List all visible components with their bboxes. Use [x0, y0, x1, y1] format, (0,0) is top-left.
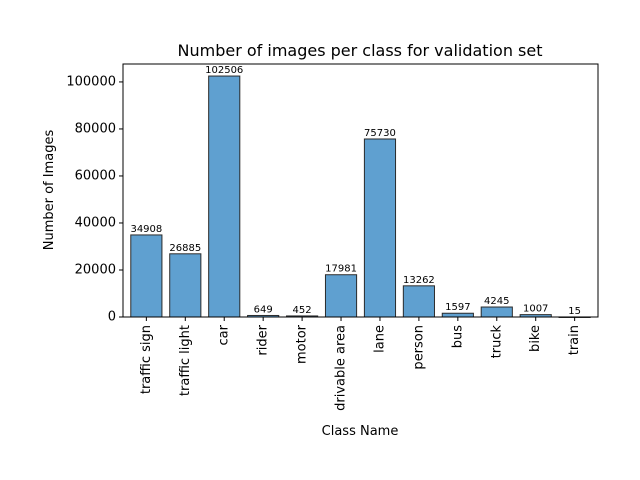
x-tick-label-drivable-area: drivable area: [334, 325, 349, 411]
y-tick-label: 60000: [75, 168, 116, 183]
y-axis-label: Number of Images: [42, 130, 57, 251]
data-label-car: 102506: [205, 65, 243, 76]
y-tick-label: 0: [108, 310, 116, 325]
x-tick-label-train: train: [567, 325, 582, 355]
bar-traffic-sign: [130, 234, 163, 318]
data-label-lane: 75730: [364, 128, 396, 139]
plot-frame: [122, 63, 599, 318]
x-tick-label-bus: bus: [450, 325, 465, 348]
axis-ticks-group: traffic sign traffic light car rider motor dr…: [66, 74, 582, 410]
data-label-person: 13262: [403, 275, 435, 286]
data-label-bus: 1597: [445, 302, 470, 313]
bar-bus: [441, 312, 474, 318]
y-tick-label: 100000: [66, 74, 116, 89]
y-tick-label: 80000: [75, 121, 116, 136]
x-tick-label-traffic-sign: traffic sign: [139, 325, 154, 394]
x-tick-label-car: car: [217, 324, 232, 345]
data-label-bike: 1007: [523, 304, 548, 315]
data-label-rider: 649: [254, 304, 273, 315]
data-label-traffic-sign: 34908: [130, 224, 162, 235]
bar-lane: [363, 138, 397, 318]
y-tick-label: 20000: [75, 262, 116, 277]
bar-truck: [480, 306, 513, 318]
data-label-drivable-area: 17981: [325, 264, 357, 275]
x-tick-label-motor: motor: [295, 324, 310, 364]
x-tick-label-bike: bike: [528, 325, 543, 352]
data-label-truck: 4245: [484, 296, 509, 307]
bar-person: [402, 285, 435, 318]
y-tick-label: 40000: [75, 215, 116, 230]
x-tick-label-person: person: [411, 325, 426, 370]
bar-drivable-area: [324, 274, 358, 318]
x-tick-label-rider: rider: [256, 324, 271, 355]
bar-traffic-light: [169, 253, 202, 318]
bars-group: 34908 26885 102506 649 452 17981 75730 13262 159…: [130, 65, 591, 318]
x-tick-label-truck: truck: [489, 325, 504, 359]
x-axis-label: Class Name: [322, 424, 399, 439]
data-label-traffic-light: 26885: [169, 243, 201, 254]
bar-car: [208, 75, 241, 318]
x-tick-label-traffic-light: traffic light: [178, 325, 193, 396]
data-label-train: 15: [568, 306, 581, 317]
data-label-motor: 452: [293, 305, 312, 316]
x-tick-label-lane: lane: [372, 325, 387, 353]
chart-title: Number of images per class for validatio…: [178, 41, 543, 60]
